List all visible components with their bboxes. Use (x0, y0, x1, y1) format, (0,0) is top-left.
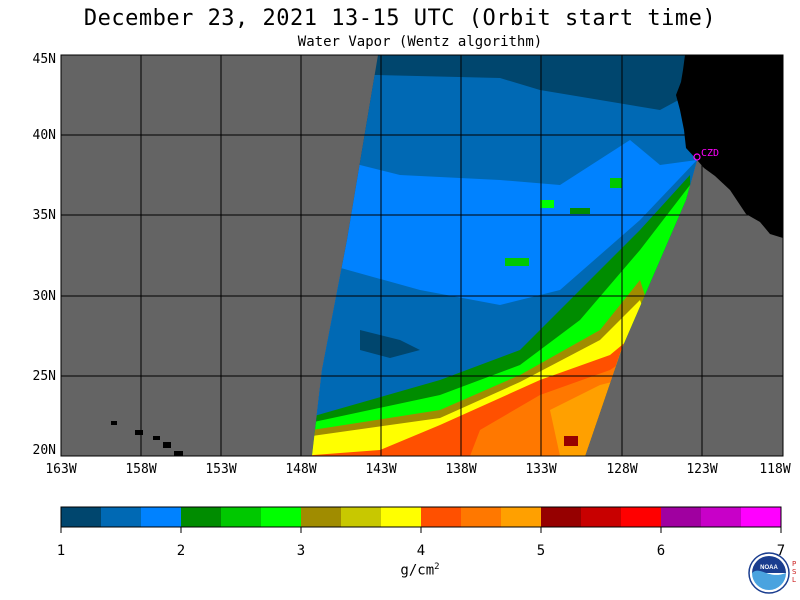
water-vapor-swath (312, 55, 697, 456)
lon-label: 148W (285, 462, 317, 477)
colorbar-swatch (701, 507, 742, 527)
colorbar-swatch (621, 507, 662, 527)
station-label: CZD (701, 148, 719, 159)
colorbar-swatch (501, 507, 542, 527)
colorbar-swatch (101, 507, 142, 527)
map-frame (60, 54, 784, 457)
colorbar-swatch (221, 507, 262, 527)
colorbar-swatch (461, 507, 502, 527)
lat-label: 40N (32, 128, 56, 143)
colorbar-tick-label: 7 (776, 543, 786, 559)
lon-label: 133W (525, 462, 557, 477)
unit-text: g/cm (400, 562, 435, 579)
colorbar-swatch (181, 507, 222, 527)
colorbar-tick-label: 2 (176, 543, 186, 559)
colorbar-swatch (581, 507, 622, 527)
lat-label: 45N (32, 52, 56, 67)
lon-label: 158W (125, 462, 157, 477)
colorbar-swatch (341, 507, 382, 527)
station-marker (693, 153, 701, 161)
lat-label: 35N (32, 208, 56, 223)
colorbar-swatch (541, 507, 582, 527)
colorbar-tick-label: 3 (296, 543, 306, 559)
lon-label: 153W (205, 462, 237, 477)
colorbar-swatch (261, 507, 302, 527)
psl-text: P S L (792, 560, 800, 584)
lat-label: 20N (32, 443, 56, 458)
lon-label: 143W (365, 462, 397, 477)
hawaii-islands (111, 421, 183, 456)
psl-letter: S (792, 568, 797, 576)
unit-exponent: 2 (434, 562, 440, 572)
lon-label: 118W (759, 462, 791, 477)
noaa-logo: NOAA (748, 552, 790, 594)
colorbar-tick-label: 1 (56, 543, 66, 559)
colorbar-tick-label: 5 (536, 543, 546, 559)
psl-letter: L (792, 576, 796, 584)
colorbar (60, 506, 782, 528)
colorbar-unit-label: g/cm2 (380, 562, 460, 579)
colorbar-swatch (661, 507, 702, 527)
colorbar-tick-label: 6 (656, 543, 666, 559)
chart-subtitle: Water Vapor (Wentz algorithm) (297, 34, 543, 50)
colorbar-swatch (141, 507, 182, 527)
colorbar-swatch (61, 507, 102, 527)
colorbar-swatch (421, 507, 462, 527)
noaa-logo-text: NOAA (760, 565, 778, 571)
north-america-land (676, 55, 783, 238)
map-grid (61, 55, 783, 456)
colorbar-swatch (301, 507, 342, 527)
lat-label: 25N (32, 369, 56, 384)
chart-title: December 23, 2021 13-15 UTC (Orbit start… (83, 6, 717, 31)
psl-letter: P (792, 560, 797, 568)
colorbar-swatch (741, 507, 782, 527)
lat-label: 30N (32, 289, 56, 304)
colorbar-swatch (381, 507, 422, 527)
lon-label: 128W (606, 462, 638, 477)
lon-label: 123W (686, 462, 718, 477)
lon-label: 138W (445, 462, 477, 477)
colorbar-tick-label: 4 (416, 543, 426, 559)
lon-label: 163W (45, 462, 77, 477)
colorbar-ticks (60, 527, 782, 533)
